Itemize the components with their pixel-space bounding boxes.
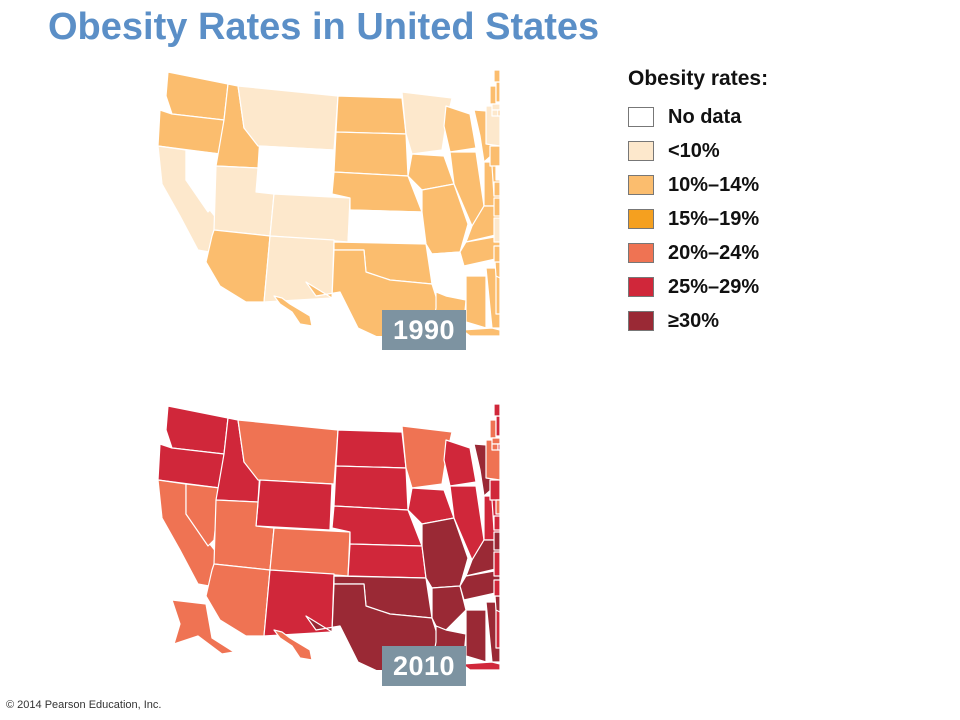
state-nd [335,429,407,469]
state-nj [495,499,500,515]
state-fl [461,661,500,670]
legend-label: 10%–14% [668,173,760,196]
state-nv [185,483,221,547]
legend-label: 15%–19% [668,207,760,230]
slide-title: Obesity Rates in United States [48,6,600,48]
legend-title: Obesity rates: [628,67,769,90]
state-tn [459,569,500,601]
legend-item-20-24: 20%–24% [628,236,828,270]
state-nv [185,149,221,213]
legend-swatch [628,141,654,161]
state-wy [255,479,333,531]
legend-label: 25%–29% [668,275,760,298]
state-vt [489,85,497,105]
legend-swatch [628,209,654,229]
legend-item-10-14: 10%–14% [628,168,828,202]
state-co [269,193,351,243]
state-nh [495,81,500,103]
state-ar [431,251,467,297]
state-ar [431,585,467,631]
state-va [493,551,500,577]
state-ri [497,443,500,451]
legend-label: 20%–24% [668,241,760,264]
state-nd [335,95,407,135]
state-ct [491,109,499,117]
state-hi [273,629,313,661]
state-mt [237,85,339,151]
year-badge-1990: 1990 [382,310,466,350]
state-ks [347,543,427,579]
state-sd [333,131,409,177]
state-wy [255,145,333,197]
state-ct [491,443,499,451]
legend-swatch [628,311,654,331]
state-ky [465,205,500,243]
state-wa [165,71,229,121]
legend-swatch [628,277,654,297]
state-tn [459,235,500,267]
state-ri [497,109,500,117]
state-mn [401,91,453,155]
state-pa [489,479,500,501]
legend-swatch [628,107,654,127]
state-nj [495,165,500,181]
state-me [493,69,500,83]
legend-label: ≥30% [668,309,720,332]
state-ia [407,153,455,191]
state-ms [465,275,487,329]
state-ak [171,599,235,655]
year-badge-2010: 2010 [382,646,466,686]
state-hi [273,295,313,327]
legend-swatch [628,175,654,195]
state-wa [165,405,229,455]
state-sd [333,465,409,511]
state-nc [493,245,500,263]
legend-label: No data [668,105,742,128]
state-co [269,527,351,577]
state-nh [495,415,500,437]
copyright-credit: © 2014 Pearson Education, Inc. [6,699,162,711]
state-ak [171,265,235,321]
state-wi [443,105,477,153]
state-ks [347,209,427,245]
state-md [493,515,500,531]
legend-swatch [628,243,654,263]
state-az [205,563,271,637]
state-mn [401,425,453,489]
state-me [493,403,500,417]
state-sc [494,261,500,279]
state-ia [407,487,455,525]
legend-item-no-data: No data [628,100,828,134]
state-nc [493,579,500,597]
state-md [493,181,500,197]
legend-item-15-19: 15%–19% [628,202,828,236]
state-sc [494,595,500,613]
state-wv [493,531,500,551]
legend-item-25-29: 25%–29% [628,270,828,304]
state-wv [493,197,500,217]
legend: Obesity rates: No data <10% 10%–14% 15%–… [628,66,828,338]
state-fl [461,327,500,336]
state-ms [465,609,487,663]
state-mt [237,419,339,485]
state-ma [491,437,500,445]
state-pa [489,145,500,167]
legend-item-30-plus: ≥30% [628,304,828,338]
state-va [493,217,500,243]
map-svg [157,69,500,336]
state-ky [465,539,500,577]
state-ma [491,103,500,111]
state-az [205,229,271,303]
legend-label: <10% [668,139,720,162]
map-svg [157,403,500,670]
map-1990 [150,66,500,336]
state-vt [489,419,497,439]
legend-item-under-10: <10% [628,134,828,168]
state-wi [443,439,477,487]
map-2010 [150,400,500,670]
